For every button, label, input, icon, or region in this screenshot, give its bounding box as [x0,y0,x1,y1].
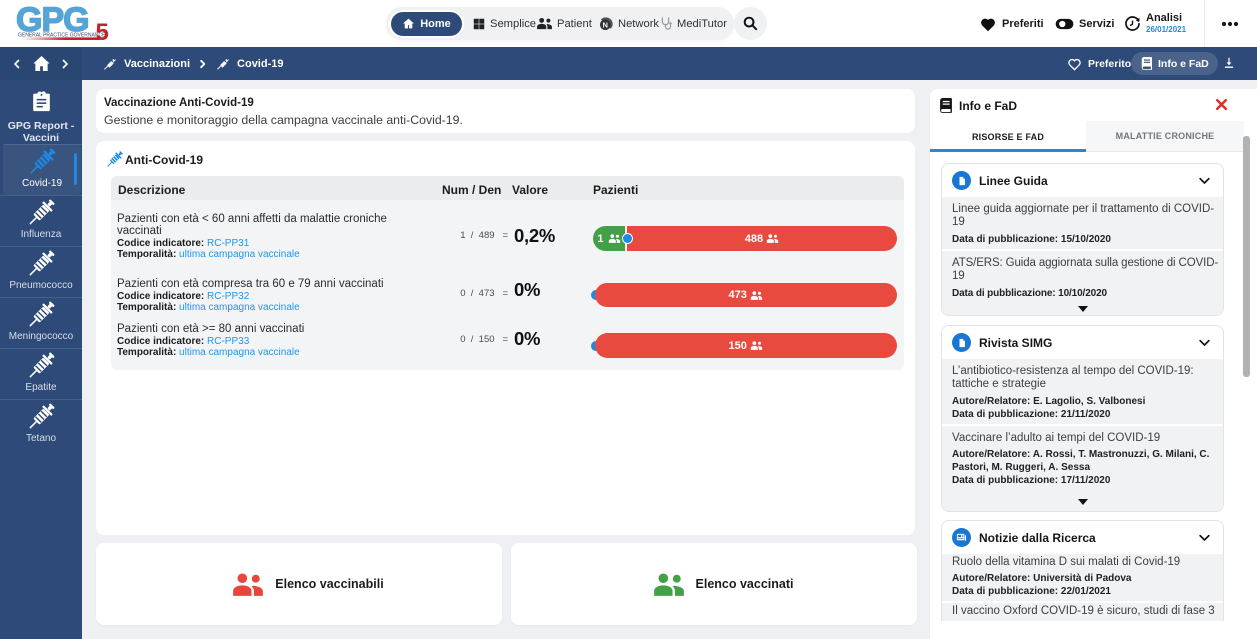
svg-text:GPG: GPG [16,1,89,39]
svg-text:5: 5 [96,19,109,46]
svg-text:N: N [603,20,608,29]
svg-text:GENERAL PRACTICE GOVERNANCE: GENERAL PRACTICE GOVERNANCE [18,33,106,39]
